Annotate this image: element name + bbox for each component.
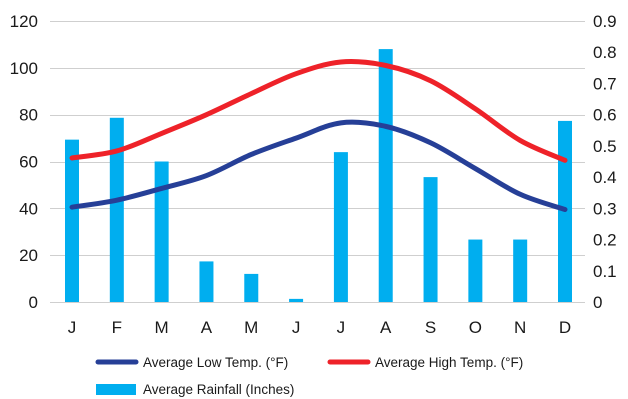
right-tick-label: 0.4 [593, 168, 617, 187]
x-tick-label: O [469, 318, 482, 337]
x-tick-label: J [292, 318, 301, 337]
left-tick-label: 20 [19, 246, 38, 265]
left-tick-label: 80 [19, 106, 38, 125]
x-tick-label: F [112, 318, 122, 337]
rainfall-bars [65, 49, 572, 303]
x-tick-label: N [514, 318, 526, 337]
rainfall-bar [199, 261, 214, 302]
x-tick-label: D [559, 318, 571, 337]
legend-label: Average Low Temp. (°F) [143, 355, 288, 370]
left-axis-ticks: 0 20 40 60 80 100 120 [10, 12, 38, 312]
x-tick-label: A [201, 318, 213, 337]
right-tick-label: 0 [593, 293, 602, 312]
rainfall-bar [333, 152, 348, 302]
left-tick-label: 0 [29, 293, 38, 312]
right-tick-label: 0.3 [593, 199, 617, 218]
line-series [69, 59, 568, 163]
x-tick-label: J [337, 318, 346, 337]
x-tick-label: S [425, 318, 436, 337]
legend-item: Average High Temp. (°F) [327, 355, 523, 370]
rainfall-bar [423, 177, 438, 302]
rainfall-bar [154, 161, 169, 302]
rainfall-bar [65, 139, 79, 302]
rainfall-bar [468, 239, 483, 302]
rainfall-bar [378, 49, 393, 302]
rainfall-bar [289, 298, 304, 302]
temperature-lines [69, 59, 568, 213]
right-tick-label: 0.5 [593, 137, 617, 156]
gridlines [50, 21, 585, 303]
right-tick-label: 0.9 [593, 12, 617, 31]
x-tick-label: M [155, 318, 169, 337]
legend: Average Low Temp. (°F) Average High Temp.… [95, 355, 523, 397]
rainfall-bar [244, 273, 259, 302]
right-axis-ticks: 0 0.1 0.2 0.3 0.4 0.5 0.6 0.7 0.8 0.9 [593, 12, 617, 312]
legend-item: Average Low Temp. (°F) [95, 355, 288, 370]
left-tick-label: 100 [10, 59, 38, 78]
right-tick-label: 0.6 [593, 106, 617, 125]
right-tick-label: 0.7 [593, 74, 617, 93]
x-tick-label: J [68, 318, 77, 337]
left-tick-label: 40 [19, 199, 38, 218]
left-tick-label: 120 [10, 12, 38, 31]
legend-swatch [96, 384, 136, 395]
legend-label: Average Rainfall (Inches) [143, 382, 294, 397]
right-tick-label: 0.8 [593, 43, 617, 62]
x-tick-label: A [380, 318, 392, 337]
legend-item: Average Rainfall (Inches) [96, 382, 294, 397]
line-series [69, 119, 568, 213]
right-tick-label: 0.1 [593, 262, 617, 281]
rainfall-bar [109, 117, 124, 303]
legend-label: Average High Temp. (°F) [375, 355, 523, 370]
rainfall-bar [513, 239, 528, 302]
left-tick-label: 60 [19, 153, 38, 172]
x-tick-label: M [244, 318, 258, 337]
right-tick-label: 0.2 [593, 231, 617, 250]
